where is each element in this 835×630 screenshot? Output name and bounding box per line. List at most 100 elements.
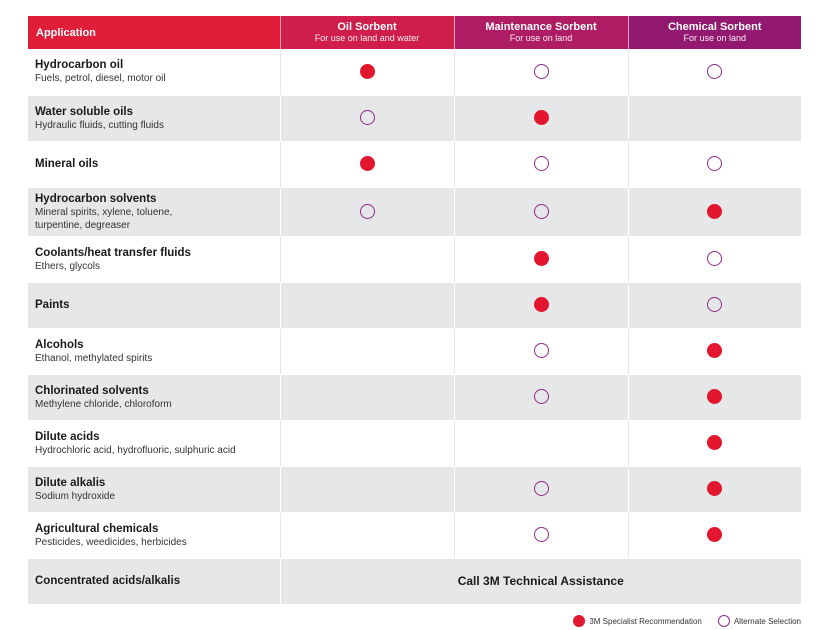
application-name: Alcohols: [35, 338, 84, 351]
recommendation-dot-icon: [707, 527, 723, 543]
table-row: Coolants/heat transfer fluids Ethers, gly…: [28, 236, 801, 283]
maintenance-sorbent-cell: [453, 466, 628, 513]
recommendation-dot-icon: [707, 481, 723, 497]
application-description: Pesticides, weedicides, herbicides: [35, 536, 187, 548]
application-cell: Paints: [28, 282, 280, 329]
oil-sorbent-cell: [279, 236, 454, 283]
application-name: Chlorinated solvents: [35, 384, 149, 397]
chemical-sorbent-cell: [627, 141, 801, 188]
alternate-circle-icon: [533, 481, 549, 497]
table-row: Paints: [28, 282, 801, 329]
alternate-circle-icon: [533, 527, 549, 543]
header-maintenance-sorbent-title: Maintenance Sorbent: [485, 21, 597, 33]
application-description: Sodium hydroxide: [35, 490, 116, 502]
maintenance-sorbent-cell: [453, 236, 628, 283]
application-name: Mineral oils: [35, 158, 99, 170]
header-application: Application: [28, 16, 280, 49]
oil-sorbent-cell: [279, 328, 454, 375]
chemical-sorbent-cell: [627, 236, 801, 283]
application-description: Ethanol, methylated spirits: [35, 352, 153, 364]
legend-recommendation-label: 3M Specialist Recommendation: [589, 616, 702, 626]
chemical-sorbent-cell: [627, 374, 801, 421]
application-name: Hydrocarbon oil: [35, 59, 124, 72]
alternate-circle-icon: [533, 64, 549, 80]
oil-sorbent-cell: [279, 141, 454, 188]
application-description: Mineral spirits, xylene, toluene,: [35, 206, 173, 218]
application-cell: Chlorinated solvents Methylene chloride, …: [28, 374, 280, 421]
maintenance-sorbent-cell: [453, 49, 628, 96]
chemical-sorbent-cell: [627, 187, 801, 237]
header-maintenance-sorbent: Maintenance Sorbent For use on land: [453, 16, 628, 49]
maintenance-sorbent-cell: [453, 420, 628, 467]
maintenance-sorbent-cell: [453, 512, 628, 559]
header-oil-sorbent-title: Oil Sorbent: [337, 21, 397, 33]
maintenance-sorbent-cell: [453, 374, 628, 421]
application-cell: Mineral oils: [28, 141, 280, 188]
application-name: Dilute alkalis: [35, 476, 106, 489]
alternate-circle-icon: [533, 343, 549, 359]
oil-sorbent-cell: [279, 420, 454, 467]
application-name: Coolants/heat transfer fluids: [35, 246, 191, 259]
application-cell: Hydrocarbon oil Fuels, petrol, diesel, mo…: [28, 49, 280, 96]
application-name: Agricultural chemicals: [35, 522, 159, 535]
application-cell: Concentrated acids/alkalis: [28, 558, 280, 605]
table-header-row: Application Oil Sorbent For use on land …: [28, 16, 801, 49]
header-oil-sorbent-subtitle: For use on land and water: [314, 33, 420, 43]
alternate-circle-icon: [707, 64, 723, 80]
table-row: Water soluble oils Hydraulic fluids, cutt…: [28, 95, 801, 142]
oil-sorbent-cell: [279, 512, 454, 559]
chemical-sorbent-cell: [627, 420, 801, 467]
recommendation-dot-icon: [707, 343, 723, 359]
table-row: Mineral oils: [28, 141, 801, 188]
application-cell: Water soluble oils Hydraulic fluids, cutt…: [28, 95, 280, 142]
chemical-sorbent-cell: [627, 95, 801, 142]
legend-alternate-label: Alternate Selection: [733, 616, 801, 626]
maintenance-sorbent-cell: [453, 141, 628, 188]
maintenance-sorbent-cell: [453, 187, 628, 237]
application-name: Dilute acids: [35, 430, 100, 443]
chemical-sorbent-cell: [627, 49, 801, 96]
technical-assistance-note: Call 3M Technical Assistance: [279, 558, 801, 605]
oil-sorbent-cell: [279, 95, 454, 142]
application-description: Hydrochloric acid, hydrofluoric, sulphur…: [35, 444, 236, 456]
table-row: Agricultural chemicals Pesticides, weedic…: [28, 512, 801, 559]
table-row: Alcohols Ethanol, methylated spirits: [28, 328, 801, 375]
sorbent-selection-table-wrapper: Application Oil Sorbent For use on land …: [28, 16, 801, 605]
alternate-circle-icon: [359, 203, 375, 219]
alternate-circle-icon: [533, 156, 549, 172]
application-description-line2: turpentine, degreaser: [35, 219, 131, 231]
chemical-sorbent-cell: [627, 282, 801, 329]
application-cell: Hydrocarbon solvents Mineral spirits, xyl…: [28, 187, 280, 237]
table-row: Dilute acids Hydrochloric acid, hydrofluo…: [28, 420, 801, 467]
application-cell: Agricultural chemicals Pesticides, weedic…: [28, 512, 280, 559]
application-name: Hydrocarbon solvents: [35, 192, 157, 205]
legend-alternate: Alternate Selection: [717, 615, 801, 627]
header-chemical-sorbent: Chemical Sorbent For use on land: [627, 16, 801, 49]
application-description: Hydraulic fluids, cutting fluids: [35, 119, 164, 131]
application-description: Fuels, petrol, diesel, motor oil: [35, 73, 166, 85]
alternate-circle-icon: [707, 156, 723, 172]
recommendation-dot-icon: [707, 435, 723, 451]
application-name: Concentrated acids/alkalis: [35, 575, 181, 587]
sorbent-selection-table: Application Oil Sorbent For use on land …: [28, 16, 801, 605]
alternate-circle-icon: [707, 251, 723, 267]
table-row: Hydrocarbon oil Fuels, petrol, diesel, mo…: [28, 49, 801, 96]
recommendation-dot-icon: [573, 615, 586, 627]
application-cell: Alcohols Ethanol, methylated spirits: [28, 328, 280, 375]
alternate-circle-icon: [717, 615, 730, 627]
table-row: Chlorinated solvents Methylene chloride, …: [28, 374, 801, 421]
legend: 3M Specialist Recommendation Alternate S…: [557, 615, 801, 627]
recommendation-dot-icon: [533, 110, 549, 126]
application-cell: Coolants/heat transfer fluids Ethers, gly…: [28, 236, 280, 283]
recommendation-dot-icon: [359, 64, 375, 80]
table-row: Hydrocarbon solvents Mineral spirits, xyl…: [28, 187, 801, 237]
oil-sorbent-cell: [279, 187, 454, 237]
header-chemical-sorbent-subtitle: For use on land: [683, 33, 747, 43]
recommendation-dot-icon: [359, 156, 375, 172]
recommendation-dot-icon: [533, 297, 549, 313]
oil-sorbent-cell: [279, 282, 454, 329]
table-row: Dilute alkalis Sodium hydroxide: [28, 466, 801, 513]
header-chemical-sorbent-title: Chemical Sorbent: [667, 21, 762, 33]
maintenance-sorbent-cell: [453, 282, 628, 329]
application-cell: Dilute alkalis Sodium hydroxide: [28, 466, 280, 513]
